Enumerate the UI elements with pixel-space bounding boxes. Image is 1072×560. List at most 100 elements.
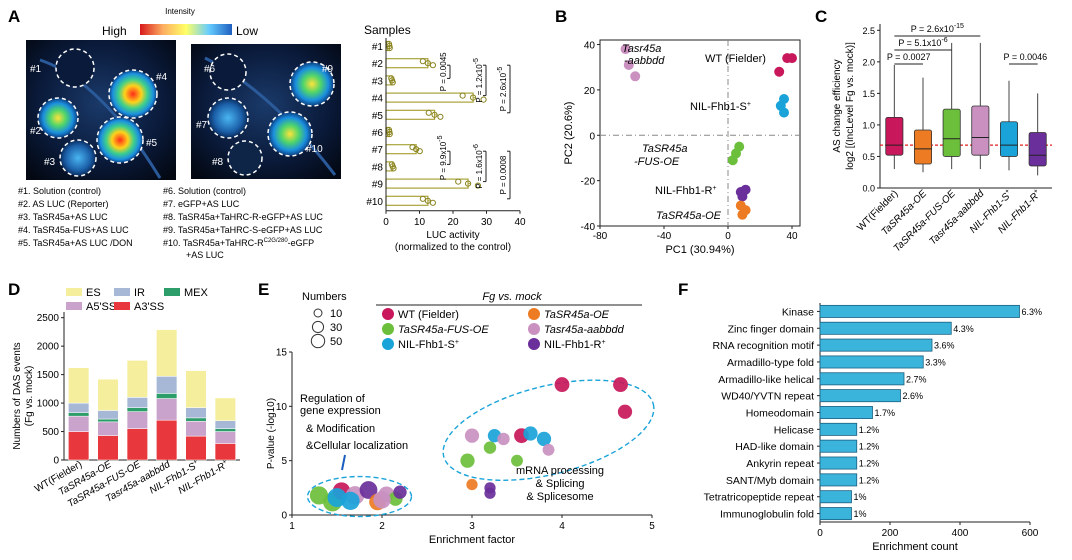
box bbox=[914, 129, 933, 165]
luc-point bbox=[386, 44, 393, 52]
bubble-point bbox=[613, 377, 628, 393]
leaf-label: #9 bbox=[322, 64, 334, 75]
enrichment-bar bbox=[819, 456, 858, 470]
leaf-label: #4 bbox=[156, 72, 168, 83]
plot-frame bbox=[599, 39, 801, 227]
enrichment-bar bbox=[819, 490, 852, 504]
y-tick-label: 1500 bbox=[37, 370, 60, 381]
x-tick-label: 5 bbox=[649, 521, 655, 532]
y-tick-label: 2.0 bbox=[862, 57, 875, 67]
x-tick-label: -80 bbox=[593, 231, 608, 242]
x-tick-label: 30 bbox=[481, 217, 493, 228]
legend-right-line: #8. TaSR45a+TaHRC-R-eGFP+AS LUC bbox=[163, 212, 323, 222]
annotation-pointer bbox=[341, 454, 346, 471]
as-efficiency-boxplot: 0.00.51.01.52.02.5WT(Fielder)TaSR45a-OET… bbox=[832, 23, 1052, 254]
stacked-bar-segment bbox=[68, 412, 90, 417]
sample-tick-label: #9 bbox=[372, 180, 384, 191]
x-tick-label: 10 bbox=[414, 217, 426, 228]
legend-left-line: #5. TaSR45a+AS LUC /DON bbox=[18, 238, 133, 248]
y-tick-label: -40 bbox=[581, 222, 596, 233]
pca-point bbox=[727, 155, 738, 166]
pvalue-label: P = 0.0045 bbox=[439, 52, 448, 91]
group-label: NIL-Fhb1-R+ bbox=[655, 185, 717, 197]
pca-point bbox=[620, 44, 631, 55]
sample-tick-label: #3 bbox=[372, 76, 384, 87]
y-tick-label: 20 bbox=[584, 86, 596, 97]
pvalue-label: P = 0.0027 bbox=[887, 52, 931, 62]
cluster-annotation: & Splicing bbox=[536, 478, 585, 490]
cluster-annotation: mRNA processing bbox=[516, 465, 604, 477]
panel-c: C 0.00.51.01.52.02.5WT(Fielder)TaSR45a-O… bbox=[815, 7, 1052, 254]
y-tick-label: Helicase bbox=[774, 424, 814, 436]
legend-left-line: #4. TaSR45a-FUS+AS LUC bbox=[18, 225, 129, 235]
y-tick-label: 1.5 bbox=[862, 89, 875, 99]
luc-point bbox=[470, 94, 477, 101]
leaf-spot-1 bbox=[55, 48, 95, 88]
leaf-spot-8 bbox=[227, 140, 263, 176]
leaf-spot-5 bbox=[96, 116, 144, 164]
legend-left-line: #3. TaSR45a+AS LUC bbox=[18, 212, 108, 222]
bar-percent-label: 1% bbox=[854, 509, 867, 519]
color-legend-label: NIL-Fhb1-R+ bbox=[544, 339, 606, 351]
bubble-point bbox=[497, 432, 510, 446]
stacked-bar-segment bbox=[126, 360, 148, 398]
leaf-label: #1 bbox=[30, 64, 42, 75]
pca-point bbox=[623, 59, 634, 70]
pca-point bbox=[737, 209, 748, 220]
size-legend-label: 50 bbox=[330, 336, 342, 348]
leaf-label: #3 bbox=[44, 157, 56, 168]
y-tick-label: RNA recognition motif bbox=[712, 340, 814, 352]
stacked-bar-segment bbox=[156, 419, 178, 461]
intensity-colorbar bbox=[140, 24, 232, 35]
y-tick-label: WD40/YVTN repeat bbox=[721, 391, 814, 403]
panel-e-letter: E bbox=[258, 280, 269, 299]
y-tick-label: 2500 bbox=[37, 313, 60, 324]
size-legend-title: Numbers bbox=[302, 291, 347, 303]
sample-tick-label: #7 bbox=[372, 145, 384, 156]
x-tick-label: 600 bbox=[1022, 528, 1039, 539]
luc-point bbox=[419, 58, 426, 65]
color-legend-marker bbox=[382, 338, 394, 350]
y-tick-label: Tetratricopeptide repeat bbox=[704, 492, 814, 504]
cluster-annotation: gene expression bbox=[300, 405, 381, 417]
pvalue-label: P = 2.6x10-15 bbox=[911, 23, 964, 34]
pvalue-label: P = 2.6x10-5 bbox=[497, 67, 508, 112]
das-events-chart: 05001000150020002500WT(Fielder)TaSR45a-O… bbox=[12, 287, 240, 510]
y-axis-label: P-value (-log10) bbox=[266, 398, 277, 469]
luc-point bbox=[419, 195, 426, 202]
pca-point bbox=[787, 53, 797, 64]
bar-percent-label: 2.6% bbox=[903, 391, 924, 401]
pvalue-label: P = 5.1x10-6 bbox=[898, 37, 947, 48]
legend-label: IR bbox=[134, 287, 145, 299]
luc-point bbox=[390, 165, 397, 172]
leaf-label: #10 bbox=[306, 144, 323, 155]
leaf-label: #7 bbox=[196, 120, 208, 131]
sample-tick-label: #6 bbox=[372, 128, 384, 139]
group-label: NIL-Fhb1-S+ bbox=[690, 101, 751, 113]
bar-percent-label: 4.3% bbox=[953, 324, 974, 334]
legend-left-line: #1. Solution (control) bbox=[18, 186, 101, 196]
stacked-bar-segment bbox=[185, 370, 207, 408]
panel-d-letter: D bbox=[8, 280, 20, 299]
panel-a-letter: A bbox=[8, 7, 20, 26]
y-tick-label: 0 bbox=[589, 131, 595, 142]
enrichment-bar bbox=[819, 372, 905, 386]
bar-percent-label: 3.6% bbox=[934, 341, 955, 351]
x-tick-label: 0 bbox=[383, 217, 389, 228]
y-tick-label: Ankyrin repeat bbox=[746, 458, 814, 470]
luc-point bbox=[474, 182, 482, 189]
samples-label: Samples bbox=[364, 23, 411, 37]
bubble-point bbox=[373, 491, 391, 509]
leaf-spot-2 bbox=[37, 97, 79, 139]
panel-f: F Kinase 6.3% Zinc finger domain 4.3% RNA re… bbox=[678, 280, 1042, 553]
size-legend-circle bbox=[313, 308, 323, 318]
size-legend-label: 30 bbox=[330, 322, 342, 334]
size-legend-circle bbox=[310, 333, 326, 349]
cluster-annotation: & Modification bbox=[306, 423, 375, 435]
panel-d: D 05001000150020002500WT(Fielder)TaSR45a… bbox=[8, 280, 240, 510]
y-axis-label: Numbers of DAS events bbox=[12, 342, 23, 449]
group-label: TaSR45a bbox=[642, 143, 687, 155]
color-legend-marker bbox=[528, 308, 540, 320]
cluster-annotation: & Splicesome bbox=[526, 491, 593, 503]
